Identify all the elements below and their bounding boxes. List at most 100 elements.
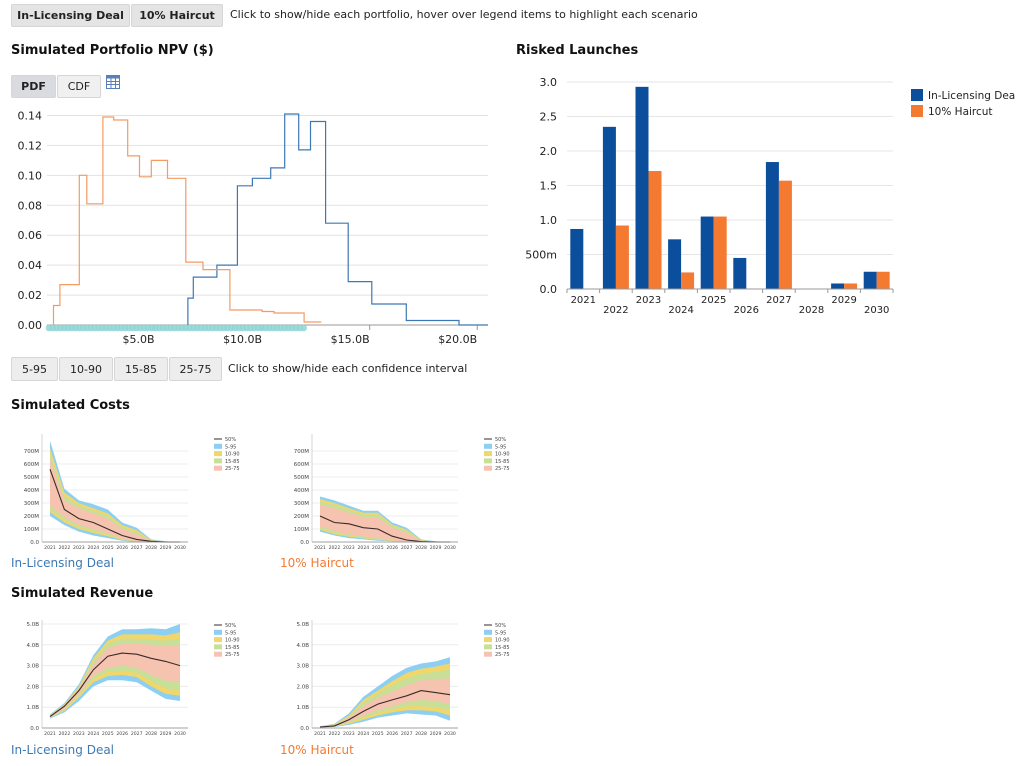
launch-xtick-label: 2026 [734, 305, 759, 316]
band-legend-label: 50% [225, 623, 236, 629]
band-xtick-label: 2022 [59, 731, 71, 737]
band-xtick-label: 2024 [87, 731, 99, 737]
band-xtick-label: 2025 [372, 731, 384, 737]
ci-toggle-5-95-button[interactable]: 5-95 [11, 357, 58, 381]
band-xtick-label: 2028 [415, 545, 427, 551]
band-ytick-label: 1.0B [296, 705, 309, 711]
band-xtick-label: 2027 [131, 545, 143, 551]
band-legend-label: 10-90 [225, 638, 240, 644]
band-legend-label: 15-85 [225, 645, 240, 651]
npv-xtick-label: $10.0B [223, 333, 262, 346]
launch-ytick-label: 3.0 [540, 76, 558, 89]
band-xtick-label: 2030 [444, 731, 456, 737]
band-ytick-label: 4.0B [26, 643, 39, 649]
median-line [49, 652, 181, 718]
band-ytick-label: 5.0B [26, 622, 39, 628]
band-ytick-label: 300M [294, 501, 309, 507]
band-xtick-label: 2027 [131, 731, 143, 737]
band-legend-swatch [214, 651, 222, 657]
band-legend-swatch [484, 451, 492, 457]
ci-toggle-25-75-button[interactable]: 25-75 [169, 357, 222, 381]
band-legend-swatch [484, 465, 492, 471]
band-xtick-label: 2021 [314, 545, 326, 551]
band-xtick-label: 2024 [357, 731, 369, 737]
band-legend-label: 25-75 [495, 466, 510, 472]
band-xtick-label: 2028 [145, 731, 157, 737]
launch-xtick-label: 2022 [603, 305, 628, 316]
npv-ytick-label: 0.10 [18, 169, 43, 182]
band-legend-swatch [484, 629, 492, 635]
band-legend-swatch [214, 451, 222, 457]
launch-xtick-label: 2025 [701, 295, 726, 306]
band-xtick-label: 2026 [116, 731, 128, 737]
band-legend-swatch [214, 629, 222, 635]
band-ytick-label: 0.0 [300, 726, 309, 732]
launch-xtick-label: 2028 [799, 305, 824, 316]
band-xtick-label: 2022 [59, 545, 71, 551]
band-ytick-label: 2.0B [26, 684, 39, 690]
npv-xtick-label: $20.0B [438, 333, 477, 346]
risked-launches-chart: 0.0 500m 1.0 1.5 2.0 2.5 3.0 2021 2022 2023 2024 20… [525, 76, 1016, 316]
launch-bar [713, 216, 727, 289]
band-legend-label: 25-75 [225, 652, 240, 658]
band-ytick-label: 0.0 [30, 726, 39, 732]
table-icon[interactable] [106, 75, 120, 89]
launch-bar [831, 283, 845, 289]
tab-pdf[interactable]: PDF [11, 75, 56, 98]
band-xtick-label: 2030 [444, 545, 456, 551]
band-xtick-label: 2028 [145, 545, 157, 551]
launch-ytick-label: 500m [525, 249, 557, 262]
portfolio-toggle-in-licensing-button[interactable]: In-Licensing Deal [11, 4, 130, 27]
launch-bar [602, 126, 616, 289]
band-xtick-label: 2029 [430, 545, 442, 551]
tab-cdf[interactable]: CDF [57, 75, 101, 98]
band-xtick-label: 2026 [386, 545, 398, 551]
band-xtick-label: 2021 [314, 731, 326, 737]
median-line [319, 690, 451, 728]
npv-ytick-label: 0.08 [18, 199, 43, 212]
npv-ytick-label: 0.14 [18, 109, 43, 122]
band-ytick-label: 4.0B [296, 643, 309, 649]
ci-toggle-15-85-button[interactable]: 15-85 [114, 357, 168, 381]
band-ytick-label: 2.0B [296, 684, 309, 690]
band-xtick-label: 2025 [102, 545, 114, 551]
launch-xtick-label: 2029 [831, 295, 856, 306]
npv-ytick-label: 0.12 [18, 139, 43, 152]
revenue-title: Simulated Revenue [11, 586, 154, 601]
npv-pdf-chart: 0.00 0.02 0.04 0.06 0.08 0.10 0.12 0.14 $5.0B $10… [18, 109, 488, 346]
launch-bar [876, 271, 890, 289]
band-legend-swatch [484, 637, 492, 643]
band-xtick-label: 2023 [73, 731, 85, 737]
band-ytick-label: 3.0B [26, 664, 39, 670]
band-legend-label: 50% [495, 437, 506, 443]
launch-ytick-label: 2.5 [540, 111, 558, 124]
band-xtick-label: 2027 [401, 545, 413, 551]
band-legend-swatch [214, 465, 222, 471]
band-ytick-label: 400M [294, 488, 309, 494]
band-xtick-label: 2021 [44, 545, 56, 551]
band-legend-label: 15-85 [495, 459, 510, 465]
confidence-band-25-75 [50, 458, 180, 542]
band-ytick-label: 600M [294, 462, 309, 468]
confidence-band-25-75 [320, 678, 450, 728]
band-legend-label: 10-90 [225, 452, 240, 458]
band-ytick-label: 500M [294, 475, 309, 481]
npv-xtick-label: $15.0B [331, 333, 370, 346]
band-legend-label: 5-95 [225, 630, 236, 636]
band-xtick-label: 2030 [174, 731, 186, 737]
launch-xtick-label: 2024 [668, 305, 693, 316]
band-legend-label: 50% [225, 437, 236, 443]
band-xtick-label: 2028 [415, 731, 427, 737]
band-ytick-label: 700M [294, 449, 309, 455]
launch-bar [765, 162, 779, 289]
npv-rug-point [300, 324, 307, 332]
band-legend-swatch [484, 458, 492, 464]
npv-ytick-label: 0.00 [18, 319, 43, 332]
ci-toggle-10-90-button[interactable]: 10-90 [59, 357, 113, 381]
band-xtick-label: 2021 [44, 731, 56, 737]
launch-xtick-label: 2027 [766, 295, 791, 306]
band-legend-label: 5-95 [225, 444, 236, 450]
portfolio-toggle-haircut-button[interactable]: 10% Haircut [131, 4, 223, 27]
